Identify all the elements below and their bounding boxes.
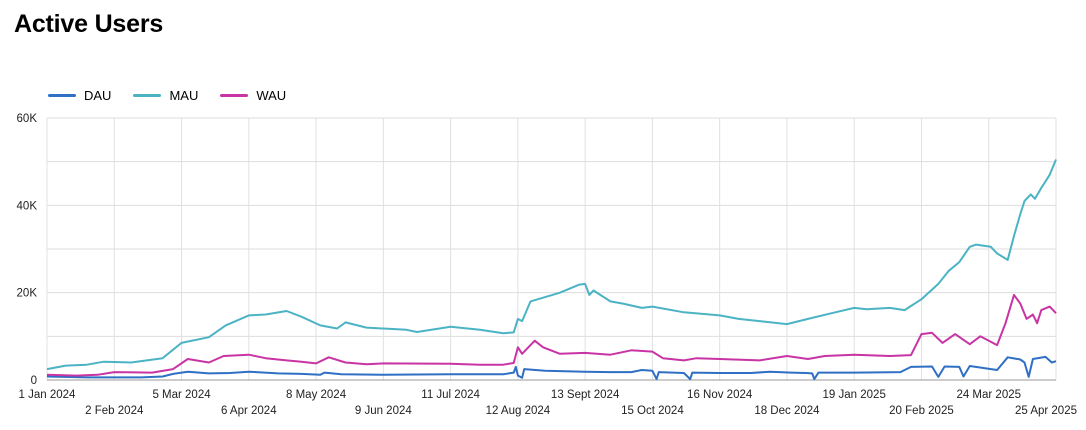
- y-tick-label: 0: [31, 375, 37, 387]
- y-tick-label: 20K: [17, 288, 38, 300]
- series-line-mau: [46, 159, 1057, 371]
- x-tick-label: 20 Feb 2025: [889, 405, 954, 417]
- x-tick-label: 9 Jun 2024: [355, 405, 413, 417]
- series-line-dau: [46, 355, 1057, 381]
- legend-item-wau[interactable]: WAU: [220, 88, 286, 103]
- x-tick-label: 1 Jan 2024: [19, 389, 77, 401]
- chart-title: Active Users: [14, 10, 164, 38]
- x-tick-label: 2 Feb 2024: [85, 405, 144, 417]
- x-tick-label: 6 Apr 2024: [221, 405, 277, 417]
- legend-swatch-dau: [48, 94, 76, 97]
- x-tick-label: 16 Nov 2024: [687, 389, 753, 401]
- legend-swatch-wau: [220, 94, 249, 97]
- legend-label-dau: DAU: [84, 88, 112, 103]
- x-tick-label: 5 Mar 2024: [152, 389, 211, 401]
- x-tick-label: 25 Apr 2025: [1015, 405, 1077, 417]
- y-tick-label: 40K: [17, 200, 38, 212]
- x-tick-label: 19 Jan 2025: [823, 389, 886, 401]
- legend-label-mau: MAU: [169, 88, 199, 103]
- x-tick-label: 15 Oct 2024: [621, 405, 684, 417]
- x-tick-label: 24 Mar 2025: [956, 389, 1021, 401]
- chart-legend: DAU MAU WAU: [48, 88, 286, 103]
- series-line-wau: [46, 293, 1057, 377]
- x-tick-label: 11 Jul 2024: [421, 389, 480, 401]
- legend-label-wau: WAU: [256, 88, 287, 103]
- x-tick-label: 8 May 2024: [286, 389, 347, 401]
- x-tick-label: 12 Aug 2024: [486, 405, 551, 417]
- y-tick-label: 60K: [17, 113, 38, 125]
- legend-swatch-mau: [133, 94, 162, 97]
- x-tick-label: 13 Sept 2024: [551, 389, 620, 401]
- x-tick-label: 18 Dec 2024: [754, 405, 820, 417]
- legend-item-dau[interactable]: DAU: [48, 88, 111, 103]
- legend-item-mau[interactable]: MAU: [133, 88, 198, 103]
